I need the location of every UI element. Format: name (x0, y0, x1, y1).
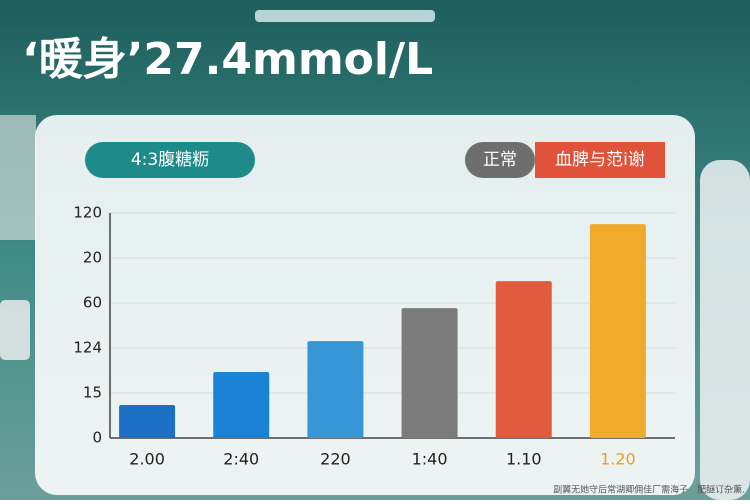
x-tick-label: 2.00 (129, 450, 165, 469)
legend-pill (465, 142, 535, 178)
x-tick-label: 1.10 (506, 450, 542, 469)
bar (213, 372, 270, 438)
bar (119, 405, 176, 438)
legend-label: 血脾与范i谢 (555, 150, 645, 170)
footer: 副翼无她守后常湖卿佣佳厂需海子 肥醚订杂薰. (553, 484, 745, 496)
y-tick-label: 15 (83, 384, 102, 402)
bar (589, 224, 646, 438)
x-tick-label: 1:40 (412, 450, 448, 469)
plot: 0 15 124 60 20 120 2.00 2:40 220 1:40 1.10 1.20 (73, 204, 675, 469)
y-tick-label: 20 (83, 249, 102, 267)
x-tick-label: 1.20 (600, 450, 636, 469)
legend-label: 正常 (483, 150, 517, 170)
legend: 正常 血脾与范i谢 (465, 142, 665, 178)
bar (495, 281, 552, 438)
y-tick-label: 0 (92, 429, 102, 447)
shelf (0, 115, 36, 240)
x-tick-label: 220 (320, 450, 351, 469)
y-tick-label: 120 (73, 204, 102, 222)
x-tick-label: 2:40 (223, 450, 259, 469)
y-tick-label: 124 (73, 339, 102, 357)
bar (401, 308, 458, 438)
legend-pill (535, 142, 665, 178)
badge (85, 142, 255, 178)
bar (307, 341, 364, 438)
y-tick-label: 60 (83, 294, 102, 312)
bottle (0, 300, 30, 360)
person (700, 160, 750, 500)
ceiling-light (255, 10, 435, 22)
badge-text: 4:3腹糖粝 (131, 150, 209, 170)
title: ‘暖身’27.4mmol/L (22, 34, 433, 85)
